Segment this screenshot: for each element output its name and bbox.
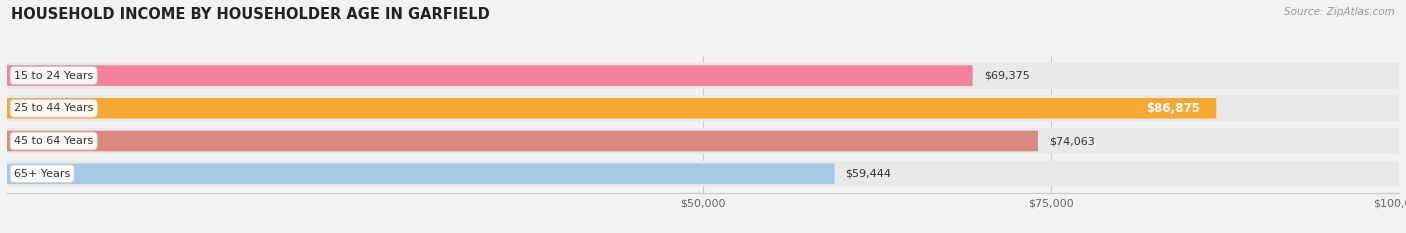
- Text: 15 to 24 Years: 15 to 24 Years: [14, 71, 93, 81]
- FancyBboxPatch shape: [7, 128, 1399, 154]
- FancyBboxPatch shape: [7, 65, 973, 86]
- FancyBboxPatch shape: [7, 98, 1216, 119]
- Text: $59,444: $59,444: [845, 169, 891, 179]
- FancyBboxPatch shape: [7, 131, 1038, 151]
- Text: 25 to 44 Years: 25 to 44 Years: [14, 103, 93, 113]
- FancyBboxPatch shape: [7, 161, 1399, 187]
- FancyBboxPatch shape: [7, 163, 834, 184]
- FancyBboxPatch shape: [7, 95, 1399, 121]
- Text: HOUSEHOLD INCOME BY HOUSEHOLDER AGE IN GARFIELD: HOUSEHOLD INCOME BY HOUSEHOLDER AGE IN G…: [11, 7, 491, 22]
- Text: $69,375: $69,375: [984, 71, 1029, 81]
- FancyBboxPatch shape: [7, 63, 1399, 89]
- Text: 45 to 64 Years: 45 to 64 Years: [14, 136, 93, 146]
- Text: Source: ZipAtlas.com: Source: ZipAtlas.com: [1284, 7, 1395, 17]
- Text: 65+ Years: 65+ Years: [14, 169, 70, 179]
- Text: $74,063: $74,063: [1049, 136, 1095, 146]
- Text: $86,875: $86,875: [1146, 102, 1199, 115]
